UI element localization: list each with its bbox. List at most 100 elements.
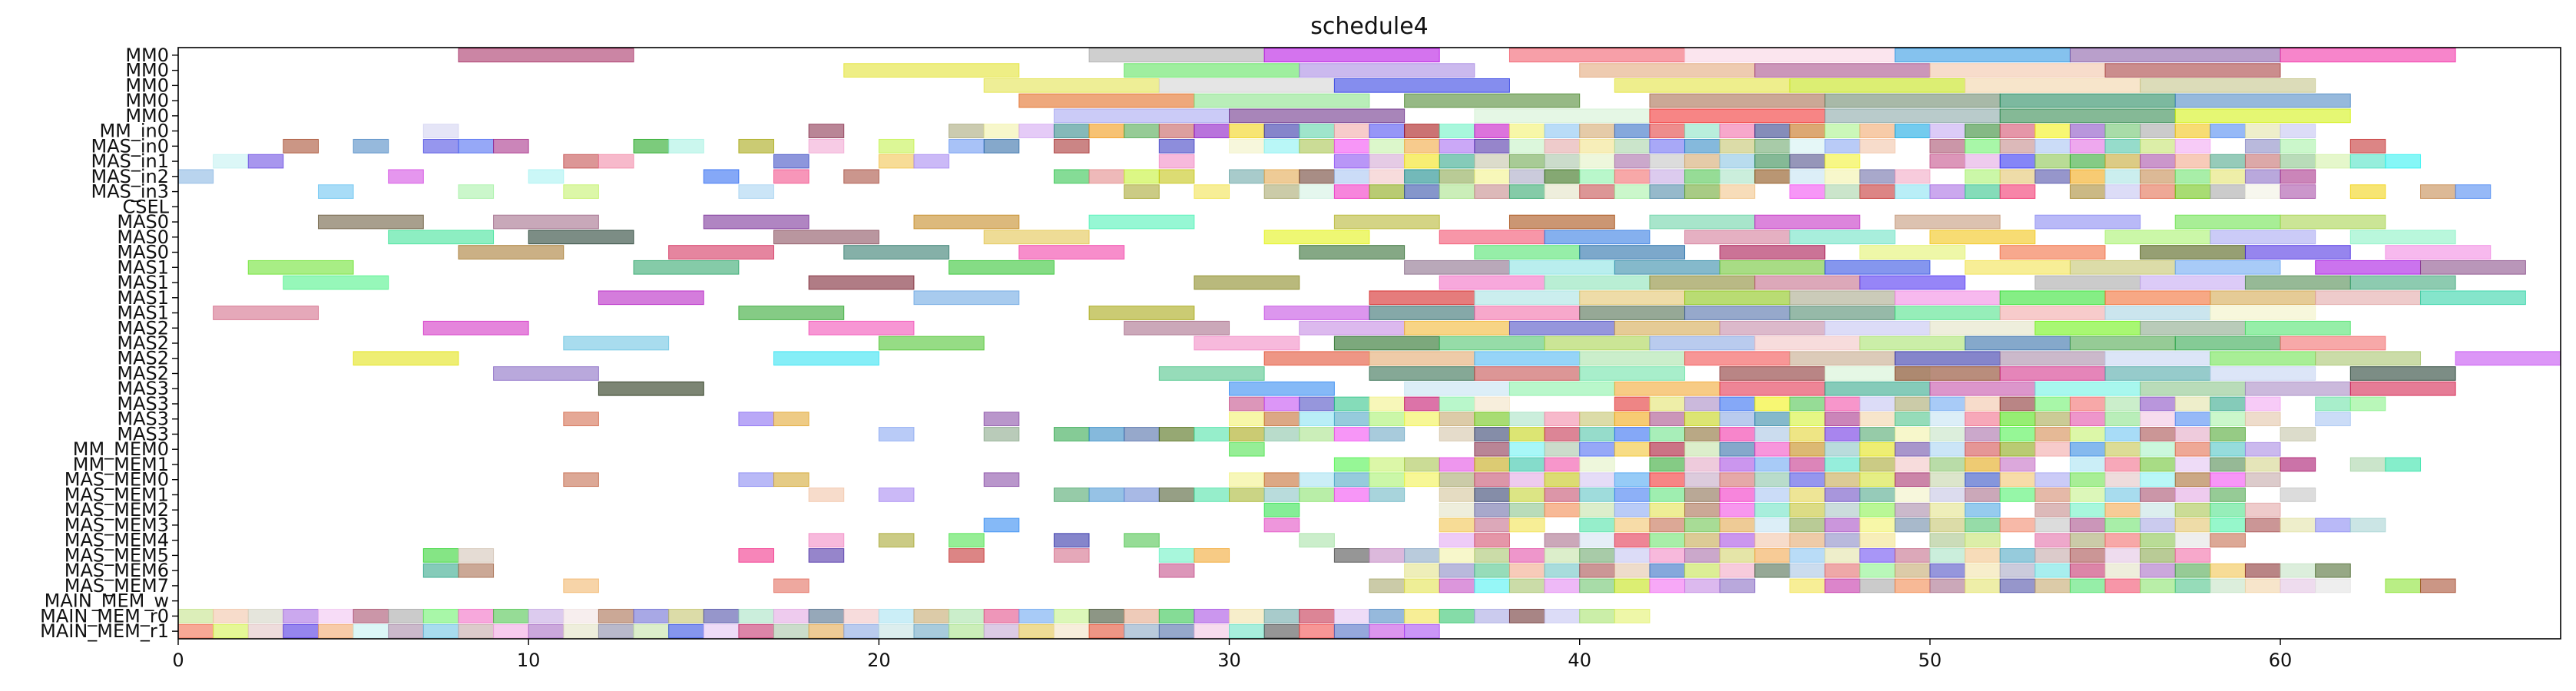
task-bar (1158, 154, 1195, 169)
task-bar (1544, 609, 1581, 623)
task-bar (1999, 184, 2036, 199)
task-bar (1894, 548, 1931, 563)
task-bar (2174, 578, 2211, 593)
y-tick-label: MAS3 (117, 393, 169, 415)
task-bar (1859, 472, 1896, 488)
task-bar (1158, 563, 1195, 578)
y-tick-label: MAIN_MEM_w (45, 590, 169, 612)
task-bar (1965, 533, 2001, 548)
task-bar (1789, 533, 1826, 548)
task-bar (1965, 578, 2001, 593)
task-bar (983, 427, 1020, 441)
task-bar (2174, 214, 2281, 230)
task-bar (1824, 184, 1861, 199)
task-bar (1965, 396, 2001, 412)
task-bar (493, 623, 529, 639)
task-bar (1263, 184, 1300, 199)
task-bar (1754, 517, 1790, 533)
task-bar (2455, 351, 2561, 366)
task-bar (2244, 517, 2281, 533)
task-bar (1754, 275, 1861, 290)
task-bar (1299, 320, 1406, 336)
task-bar (2104, 412, 2141, 427)
task-bar (1088, 214, 1195, 230)
task-bar (1614, 609, 1651, 623)
task-bar (2210, 533, 2246, 548)
y-tick-label: MM_in0 (99, 121, 169, 142)
task-bar (1614, 488, 1651, 502)
task-bar (843, 169, 879, 184)
task-bar (2174, 488, 2211, 502)
task-bar (2280, 336, 2386, 351)
y-axis: MM0MM0MM0MM0MM0MM_in0MAS_in0MAS_in1MAS_i… (40, 45, 178, 642)
task-bar (2210, 517, 2246, 533)
task-bar (2069, 548, 2106, 563)
x-tick-label: 40 (1568, 650, 1591, 671)
task-bar (1194, 609, 1230, 623)
task-bar (1719, 533, 1756, 548)
task-bar (738, 412, 774, 427)
task-bar (422, 609, 459, 623)
task-bar (1684, 290, 1790, 306)
task-bar (1263, 488, 1300, 502)
x-tick-label: 0 (172, 650, 184, 671)
task-bar (2035, 275, 2141, 290)
task-bar (1929, 320, 2036, 336)
task-bar (1999, 306, 2106, 320)
task-bar (1263, 48, 1440, 63)
task-bar (1508, 457, 1545, 472)
task-bar (1299, 412, 1335, 427)
task-bar (1474, 290, 1581, 306)
task-bar (598, 623, 634, 639)
task-bar (1333, 396, 1370, 412)
task-bar (1684, 517, 1720, 533)
task-bar (1474, 457, 1510, 472)
task-bar (1614, 548, 1651, 563)
task-bar (1824, 533, 1861, 548)
task-bar (2035, 396, 2071, 412)
task-bar (1474, 609, 1510, 623)
task-bar (1053, 609, 1090, 623)
task-bar (1824, 427, 1861, 441)
task-bar (1859, 563, 1896, 578)
task-bar (2315, 563, 2351, 578)
task-bar (1299, 533, 1335, 548)
task-bar (808, 609, 845, 623)
task-bar (2104, 366, 2211, 381)
task-bar (1999, 138, 2036, 154)
task-bar (2210, 230, 2316, 245)
task-bar (2280, 457, 2316, 472)
task-bar (1894, 214, 2001, 230)
task-bar (1754, 396, 1790, 412)
task-bar (1474, 548, 1510, 563)
task-bar (1859, 412, 1896, 427)
task-bar (1965, 548, 2001, 563)
task-bar (949, 533, 985, 548)
task-bar (1439, 336, 1545, 351)
task-bar (2174, 396, 2211, 412)
task-bar (1404, 260, 1510, 275)
task-bar (1999, 472, 2036, 488)
task-bar (1404, 381, 1510, 396)
task-bar (1579, 290, 1686, 306)
y-tick-label: MAS1 (117, 256, 169, 278)
task-bar (1614, 260, 1720, 275)
task-bar (668, 138, 704, 154)
task-bar (2104, 138, 2141, 154)
task-bar (1684, 124, 1720, 138)
task-bar (1824, 441, 1861, 457)
task-bar (2069, 427, 2106, 441)
task-bar (1579, 245, 1686, 260)
task-bar (1439, 396, 1475, 412)
task-bar (1439, 275, 1545, 290)
task-bar (1369, 124, 1406, 138)
task-bar (1999, 578, 2036, 593)
task-bar (983, 124, 1020, 138)
task-bar (1088, 124, 1125, 138)
task-bar (1018, 93, 1195, 108)
task-bar (2104, 548, 2141, 563)
task-bar (1263, 472, 1300, 488)
task-bar (1894, 412, 1931, 427)
task-bar (1614, 169, 1651, 184)
task-bar (1719, 154, 1756, 169)
